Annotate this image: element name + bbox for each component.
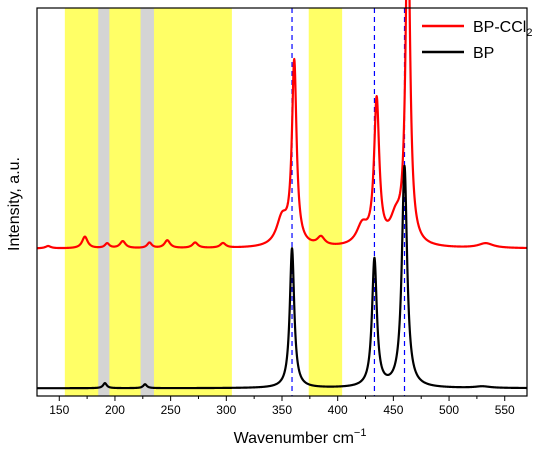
- shaded-region-3: [140, 8, 154, 396]
- series-line-0: [36, 0, 528, 250]
- x-tick-label-500: 500: [439, 403, 459, 417]
- x-tick-label-550: 550: [495, 403, 515, 417]
- legend-label-bp-ccl2: BP-CCl2: [473, 19, 532, 39]
- legend: BP-CCl2 BP: [422, 19, 532, 62]
- x-tick-label-150: 150: [49, 403, 69, 417]
- y-axis-title: Intensity, a.u.: [6, 157, 23, 251]
- x-tick-label-200: 200: [105, 403, 125, 417]
- x-tick-label-450: 450: [383, 403, 403, 417]
- x-tick-label-400: 400: [328, 403, 348, 417]
- shaded-region-1: [308, 8, 343, 396]
- x-tick-label-250: 250: [161, 403, 181, 417]
- x-tick-label-300: 300: [216, 403, 236, 417]
- x-axis-ticks: 150 200 250 300 350 400 450 500 550: [49, 396, 515, 417]
- series-lines: [36, 0, 528, 390]
- legend-label-bp: BP: [473, 45, 494, 62]
- x-axis-title: Wavenumber cm−1: [234, 427, 367, 447]
- series-line-1: [36, 164, 528, 390]
- x-tick-label-350: 350: [272, 403, 292, 417]
- shaded-regions: [64, 8, 343, 396]
- shaded-region-2: [98, 8, 110, 396]
